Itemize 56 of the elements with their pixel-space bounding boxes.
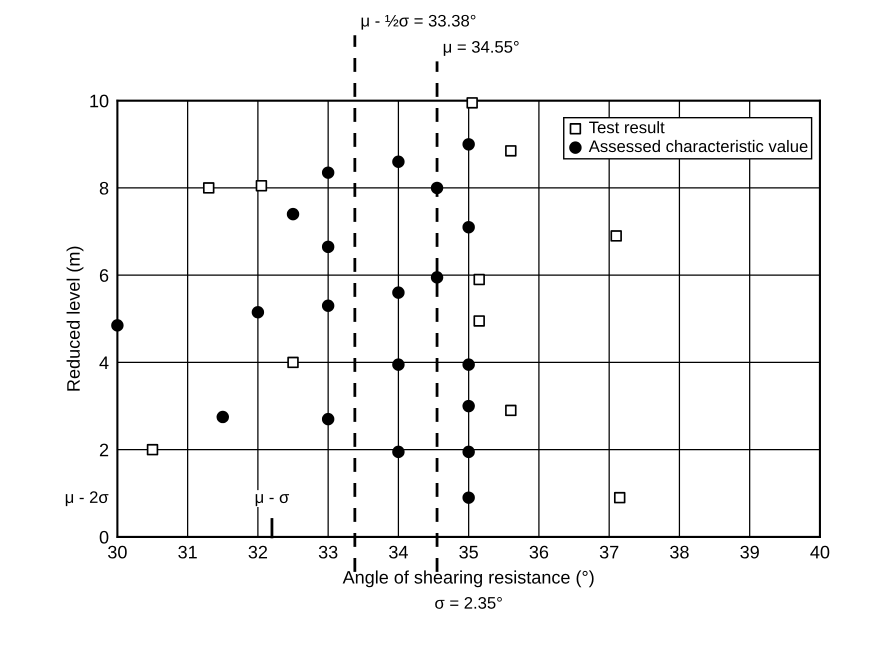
x-tick-label: 37	[600, 546, 618, 559]
point	[322, 240, 334, 254]
point	[505, 404, 517, 416]
point	[286, 208, 300, 220]
point	[473, 315, 485, 327]
text: μ - 2σ	[66, 491, 108, 506]
x-tick-label: 33	[318, 546, 338, 559]
y-tick-label: 0	[100, 530, 108, 544]
ref-line-label: μ = 34.55°	[444, 40, 519, 56]
point	[610, 230, 622, 242]
point	[505, 145, 517, 157]
x-tick-label: 34	[389, 546, 408, 559]
x-tick-label: 39	[740, 546, 759, 559]
point	[392, 358, 405, 371]
y-tick-label: 10	[90, 94, 108, 108]
point	[462, 220, 475, 234]
point	[146, 444, 158, 456]
x-tick-label: 31	[178, 546, 197, 559]
x-tick-label: 30	[108, 546, 127, 559]
point	[462, 138, 475, 151]
x-tick-label: 35	[459, 546, 478, 559]
point	[322, 166, 334, 179]
y-tick-label: 2	[100, 444, 108, 456]
point	[392, 286, 405, 299]
point	[466, 97, 478, 109]
x-tick-label: 38	[670, 546, 689, 559]
point	[430, 271, 444, 284]
x-tick-label: 32	[248, 546, 268, 559]
ref-line-label: μ - σ	[256, 494, 290, 506]
x-tick-label: 40	[810, 546, 830, 559]
point	[392, 446, 405, 458]
point	[202, 182, 214, 194]
point	[111, 319, 124, 332]
point	[462, 491, 475, 504]
legend-label: Assessed characteristic value	[588, 140, 808, 152]
point	[252, 306, 264, 318]
legend-label: Test result	[589, 121, 665, 134]
y-tick-label: 4	[99, 356, 109, 369]
text: σ = 2.35°	[435, 597, 502, 609]
point	[462, 400, 475, 412]
ref-line-label: μ - ½σ = 33.38°	[362, 14, 476, 30]
point	[322, 300, 334, 312]
point	[462, 358, 475, 371]
point	[462, 446, 475, 458]
point	[322, 412, 334, 426]
x-axis-title: Angle of shearing resistance (°)	[342, 570, 594, 588]
point	[392, 156, 405, 168]
y-tick-label: 6	[100, 269, 108, 282]
point	[287, 356, 299, 368]
point	[473, 274, 485, 286]
point	[256, 180, 268, 192]
point	[614, 492, 626, 504]
y-tick-label: 8	[100, 182, 108, 195]
x-tick-label: 36	[530, 546, 548, 559]
y-axis-title: Reduced level (m)	[66, 246, 84, 391]
point	[216, 410, 229, 424]
